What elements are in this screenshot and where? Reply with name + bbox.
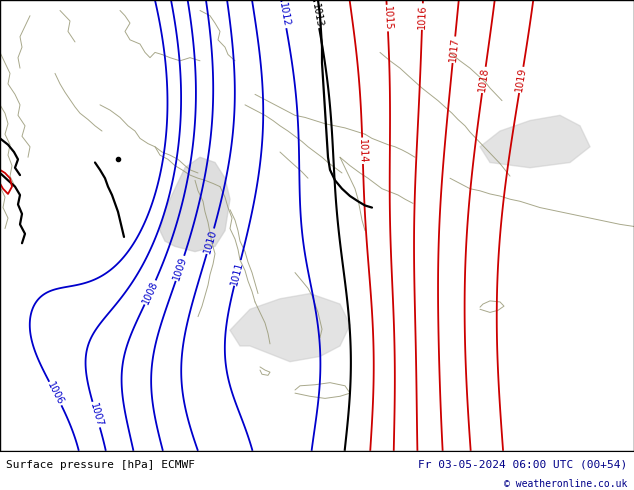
Text: 1006: 1006 [46, 380, 65, 407]
Polygon shape [480, 115, 590, 168]
Text: Fr 03-05-2024 06:00 UTC (00+54): Fr 03-05-2024 06:00 UTC (00+54) [418, 460, 628, 469]
Text: 1013: 1013 [309, 2, 324, 28]
Text: 1018: 1018 [477, 67, 491, 93]
Text: 1008: 1008 [141, 279, 160, 306]
Text: 1016: 1016 [417, 4, 428, 29]
Text: 1019: 1019 [514, 67, 528, 93]
Polygon shape [160, 157, 230, 251]
Text: Surface pressure [hPa] ECMWF: Surface pressure [hPa] ECMWF [6, 460, 195, 469]
Text: 1015: 1015 [382, 5, 393, 31]
Text: 1012: 1012 [277, 2, 291, 28]
Polygon shape [230, 294, 350, 362]
Text: 1010: 1010 [202, 228, 219, 254]
Text: 1011: 1011 [230, 260, 245, 286]
Text: 1014: 1014 [357, 138, 368, 163]
Text: 1007: 1007 [88, 401, 105, 428]
Text: 1009: 1009 [171, 255, 189, 282]
Text: 1017: 1017 [448, 37, 460, 63]
Text: © weatheronline.co.uk: © weatheronline.co.uk [504, 479, 628, 489]
